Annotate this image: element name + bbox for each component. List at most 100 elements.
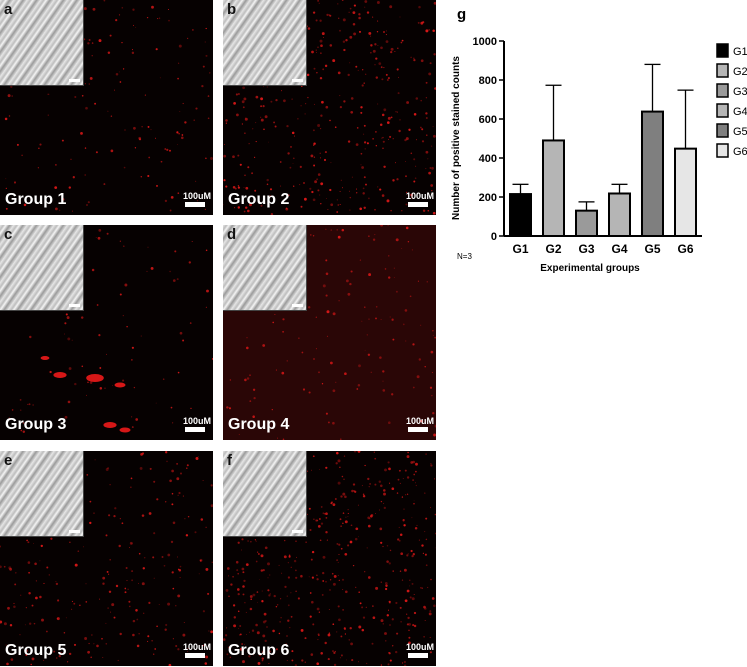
stained-cell-dot	[229, 656, 232, 659]
stained-cell-dot	[339, 657, 341, 659]
stained-cell-dot	[22, 430, 26, 434]
stained-cell-dot	[387, 609, 390, 611]
stained-cell-dot	[153, 532, 156, 535]
stained-cell-dot	[333, 574, 337, 578]
stained-cell-dot	[430, 463, 432, 465]
stained-cell-dot	[264, 619, 267, 623]
stained-cell-dot	[307, 306, 311, 309]
stained-cell-dot	[242, 86, 245, 90]
legend-label: G3	[733, 86, 747, 98]
stained-cell-dot	[270, 100, 273, 103]
stained-cell-dot	[413, 113, 417, 116]
stained-cell-dot	[131, 579, 133, 582]
stained-cell-dot	[372, 238, 376, 241]
stained-cell-dot	[85, 203, 89, 207]
stained-cell-dot	[171, 469, 174, 473]
stained-cell-dot	[415, 165, 417, 167]
stained-cell-dot	[67, 337, 71, 341]
stained-cell-dot	[348, 11, 350, 13]
stained-cell-dot	[277, 437, 279, 439]
stained-cell-dot	[141, 126, 143, 128]
stained-cell-dot	[230, 648, 232, 650]
stained-cell-dot	[320, 44, 323, 48]
stained-cell-dot	[110, 115, 113, 117]
stained-cell-dot	[355, 143, 359, 146]
stained-cell-dot	[84, 147, 87, 149]
stained-cell-dot	[368, 273, 372, 277]
stained-cell-dot	[365, 606, 367, 608]
stained-cell-dot	[262, 105, 265, 108]
stained-cell-dot	[355, 188, 358, 190]
stained-cell-dot	[246, 337, 248, 339]
stained-cell-dot	[153, 577, 155, 579]
stained-cell-dot	[393, 267, 395, 269]
stained-cell-dot	[9, 567, 13, 571]
stained-cell-dot	[332, 623, 335, 626]
stained-cell-dot	[255, 540, 257, 542]
stained-cell-dot	[93, 643, 95, 645]
stained-cell-dot	[405, 137, 409, 141]
stained-cell-dot	[30, 663, 32, 666]
stained-cell-dot	[413, 158, 416, 161]
stained-cell-dot	[330, 502, 333, 505]
scale-bar-label: 100uM	[406, 416, 435, 426]
stained-cell-dot	[423, 636, 425, 638]
stained-cell-dot	[186, 464, 189, 467]
stained-cell-dot	[339, 95, 341, 97]
stained-cell-dot	[368, 235, 370, 237]
stained-cell-dot	[358, 625, 362, 629]
stained-cell-dot	[260, 97, 264, 101]
stained-cell-dot	[425, 517, 428, 520]
stained-cell-dot	[150, 266, 154, 270]
scale-bar-line	[408, 653, 428, 658]
stained-cell-dot	[205, 157, 207, 160]
stained-cell-dot	[132, 633, 135, 637]
stained-cell-dot	[415, 484, 417, 487]
stained-cell-dot	[392, 179, 395, 182]
stained-cell-dot	[349, 209, 351, 211]
stained-cell-dot	[174, 250, 177, 253]
stained-cell-dot	[388, 138, 390, 140]
stained-cell-dot	[352, 22, 356, 26]
stained-cell-dot	[161, 556, 164, 558]
stained-cell-dot	[177, 192, 180, 194]
stained-cell-dot	[392, 338, 395, 341]
stained-cell-dot	[411, 597, 415, 601]
stained-cell-dot	[310, 653, 314, 656]
stained-cell-dot	[55, 164, 57, 166]
stained-cell-dot	[422, 552, 425, 555]
stained-cell-dot	[382, 30, 386, 34]
stained-cell-dot	[370, 371, 372, 373]
stained-cell-dot	[266, 183, 269, 186]
stained-cell-dot	[163, 564, 166, 567]
stained-cell-dot	[244, 602, 246, 604]
stained-cell-dot	[86, 394, 87, 396]
stained-cell-dot	[156, 625, 158, 628]
stained-cell-dot	[334, 650, 336, 653]
stained-cell-dot	[149, 467, 152, 470]
stained-cell-dot	[254, 156, 256, 158]
stained-cell-dot	[425, 97, 428, 99]
stained-cell-dot	[322, 571, 325, 575]
stained-cell-dot	[297, 597, 300, 600]
scale-bar: 100uM	[406, 416, 435, 432]
stained-cell-dot	[233, 102, 236, 105]
stained-cell-dot	[299, 165, 302, 169]
stained-cell-dot	[278, 632, 281, 635]
stained-cell-dot	[177, 371, 180, 374]
stained-cell-dot	[158, 603, 160, 605]
stained-cell-dot	[236, 113, 239, 117]
stained-cell-dot	[159, 77, 161, 79]
stained-cell-dot	[268, 594, 271, 597]
stained-cell-dot	[71, 210, 73, 212]
stained-cell-dot	[336, 559, 338, 561]
stained-cell-dot	[431, 371, 433, 374]
stained-cell-dot	[107, 51, 111, 55]
stained-cell-dot	[317, 639, 319, 641]
legend-label: G1	[733, 46, 747, 58]
stained-cell-dot	[406, 101, 410, 104]
stained-cell-dot	[411, 554, 414, 558]
stained-cell-dot	[416, 524, 418, 526]
stained-cell-dot	[251, 629, 255, 632]
stained-cell-dot	[402, 662, 404, 664]
